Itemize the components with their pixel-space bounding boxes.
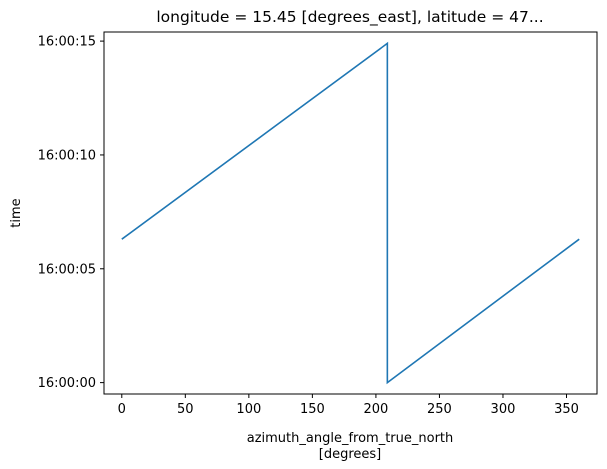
series-layer [121,41,580,385]
plot-area [103,31,598,395]
x-tick-label: 250 [427,402,452,417]
axes-frame [103,31,598,395]
x-axis-label: azimuth_angle_from_true_north [247,431,454,446]
x-tick-label: 0 [118,402,126,417]
chart-title: longitude = 15.45 [degrees_east], latitu… [156,8,543,27]
x-tick-label: 50 [177,402,194,417]
y-tick-label: 16:00:00 [38,376,96,391]
x-tick-label: 100 [236,402,261,417]
y-axis: 16:00:00 16:00:05 16:00:10 16:00:15 [38,35,104,391]
y-axis-label: time [9,198,24,227]
x-tick-label: 300 [491,402,516,417]
y-tick-label: 16:00:05 [38,262,96,277]
x-tick-label: 350 [554,402,579,417]
x-axis: 0 50 100 150 200 250 300 350 [118,394,579,417]
x-tick-label: 200 [363,402,388,417]
y-tick-label: 16:00:10 [38,148,96,163]
series-line-0 [121,41,580,385]
y-tick-label: 16:00:15 [38,35,96,50]
x-tick-label: 150 [300,402,325,417]
x-axis-unit-label: [degrees] [319,447,381,462]
